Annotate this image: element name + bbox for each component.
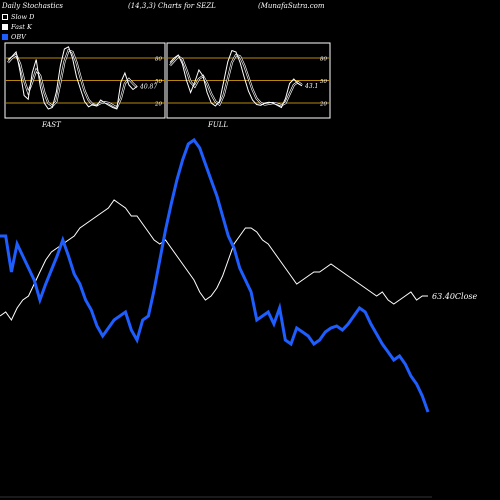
full-last-value: 43.1 [304,83,318,90]
fast-fast-k-line [7,46,138,110]
full-slow-d-core [169,54,303,106]
full-tick-label-20: 20 [319,102,327,108]
full-fast-k-line [169,49,303,109]
legend: Slow D Fast K OBV [2,12,34,42]
legend-label-obv: OBV [11,33,26,41]
legend-item-fast-k: Fast K [2,22,34,32]
fast-last-value: 40.87 [139,84,157,91]
obv-line [0,137,430,413]
legend-swatch-fast-k [2,24,8,30]
fast-tick-label-20: 20 [154,102,162,108]
legend-item-slow-d: Slow D [2,12,34,22]
chart-params-label: (14,3,3) Charts for SEZL [128,2,216,10]
legend-swatch-slow-d [2,14,8,20]
full-tick-label-50: 50 [320,79,327,85]
site-label: (MunafaSutra.com [258,2,325,10]
close-line [0,199,428,321]
full-panel-label: FULL [207,121,228,129]
chart-type-label: Daily Stochastics [2,2,64,10]
fast-panel-label: FAST [41,121,62,129]
full-tick-label-80: 80 [320,57,327,63]
fast-tick-label-80: 80 [155,57,162,63]
legend-label-slow-d: Slow D [11,13,35,21]
legend-item-obv: OBV [2,32,34,42]
legend-label-fast-k: Fast K [11,23,32,31]
legend-swatch-obv [2,34,8,40]
fast-tick-label-50: 50 [155,79,162,85]
close-end-label: 63.40Close [432,292,478,301]
